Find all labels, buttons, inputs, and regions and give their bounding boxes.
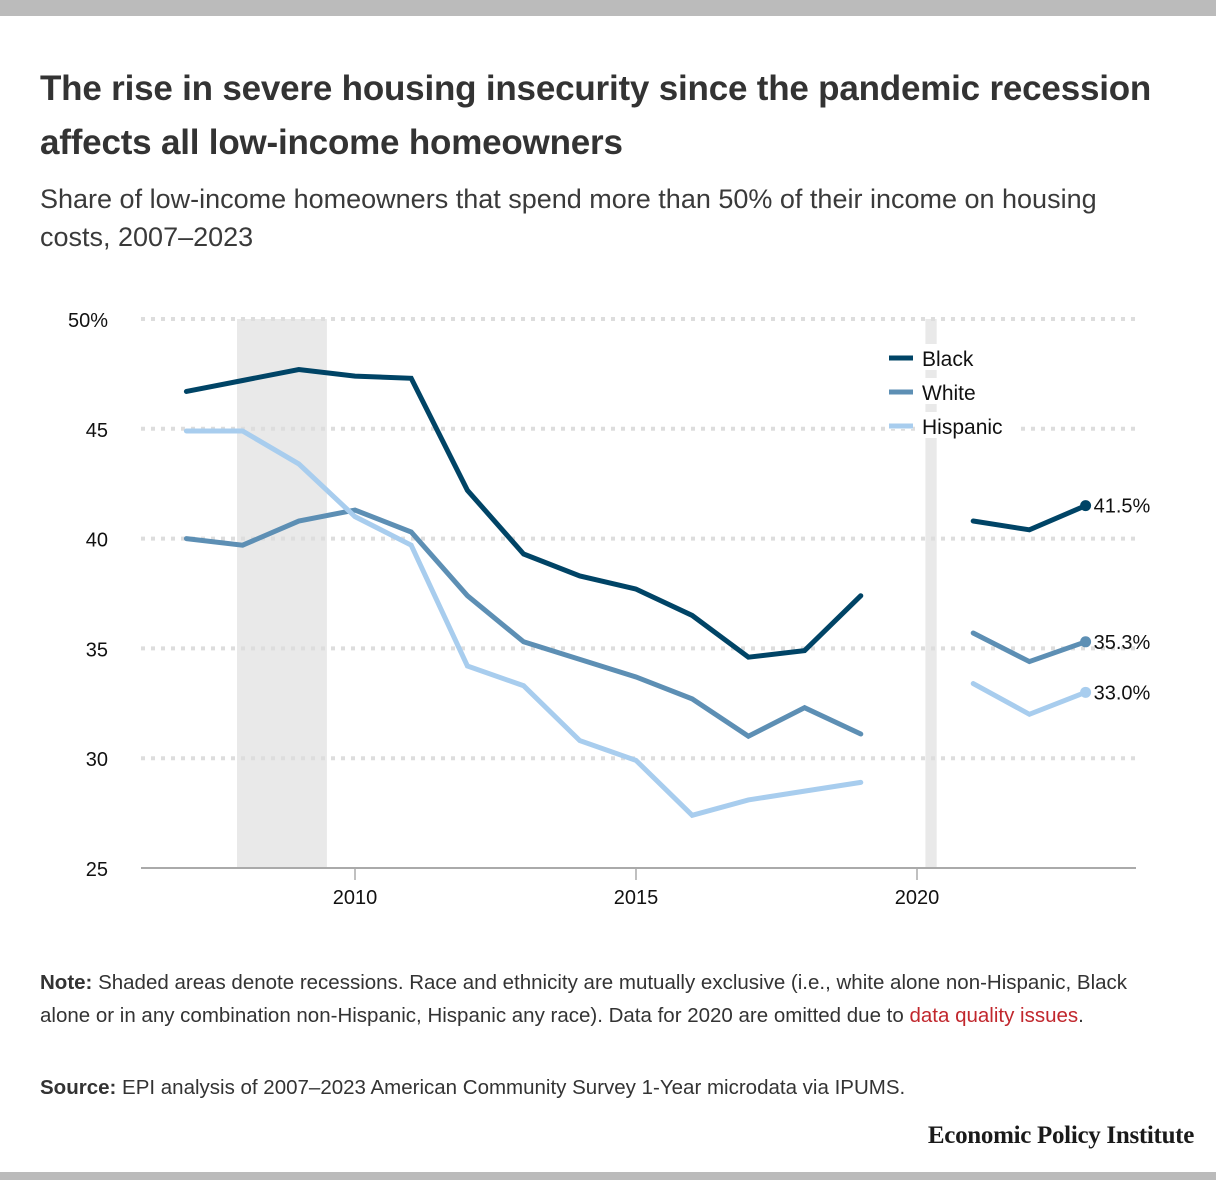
y-tick-label: 25 bbox=[86, 859, 108, 881]
x-tick-label: 2010 bbox=[333, 887, 378, 909]
series-line-hispanic bbox=[970, 681, 1089, 718]
x-tick-label: 2020 bbox=[895, 887, 940, 909]
data-quality-link[interactable]: data quality issues bbox=[909, 1004, 1079, 1027]
epi-logo: Economic Policy Institute bbox=[927, 1122, 1194, 1149]
legend: Black White Hispanic bbox=[887, 344, 1015, 439]
y-tick-label: 40 bbox=[86, 530, 108, 552]
recession-band bbox=[925, 319, 937, 868]
axes: 25 30 35 40 45 50% 2010 2015 2020 bbox=[68, 310, 1136, 909]
legend-label-white: White bbox=[922, 382, 976, 405]
y-tick-label: 45 bbox=[86, 420, 108, 442]
series-line-black bbox=[183, 366, 864, 660]
legend-label-black: Black bbox=[922, 348, 974, 371]
end-point-hispanic bbox=[1080, 686, 1092, 698]
y-tick-label: 35 bbox=[86, 639, 108, 661]
legend-swatch-black bbox=[889, 355, 913, 361]
end-label-black: 41.5% bbox=[1094, 496, 1151, 518]
source-label: Source: bbox=[40, 1076, 117, 1099]
chart-source: Source: EPI analysis of 2007–2023 Americ… bbox=[40, 1073, 1180, 1103]
legend-label-backdrop bbox=[919, 412, 1015, 438]
note-label: Note: bbox=[40, 971, 93, 994]
legend-label-backdrop bbox=[919, 344, 981, 370]
end-label-white: 35.3% bbox=[1094, 632, 1151, 654]
legend-swatch-white bbox=[889, 389, 913, 395]
series-line-black bbox=[970, 503, 1089, 533]
series-line-hispanic bbox=[183, 428, 864, 819]
series-line-white bbox=[970, 630, 1089, 665]
end-point-white bbox=[1080, 636, 1092, 648]
source-text: EPI analysis of 2007–2023 American Commu… bbox=[116, 1076, 906, 1099]
end-point-black bbox=[1080, 500, 1092, 512]
chart-title: The rise in severe housing insecurity si… bbox=[40, 69, 1152, 162]
chart-subtitle: Share of low-income homeowners that spen… bbox=[40, 184, 1097, 252]
end-labels: 41.5% 35.3% 33.0% bbox=[1080, 496, 1151, 704]
legend-label-backdrop bbox=[919, 378, 981, 404]
x-tick-label: 2015 bbox=[614, 887, 659, 909]
recession-band bbox=[236, 319, 327, 868]
line-chart: 25 30 35 40 45 50% 2010 2015 2020 Black White Hisp… bbox=[68, 310, 1151, 909]
bottom-border-bar bbox=[0, 1172, 1216, 1180]
chart-note: Note: Shaded areas denote recessions. Ra… bbox=[40, 966, 1180, 1032]
end-label-hispanic: 33.0% bbox=[1094, 682, 1151, 704]
legend-label-hispanic: Hispanic bbox=[922, 416, 1003, 439]
y-tick-label: 50% bbox=[68, 310, 108, 332]
legend-swatch-hispanic bbox=[889, 423, 913, 429]
y-tick-label: 30 bbox=[86, 749, 108, 771]
recession-bands bbox=[236, 319, 937, 868]
series-line-white bbox=[183, 507, 864, 740]
note-text: Shaded areas denote recessions. Race and… bbox=[40, 971, 1128, 1027]
note-end: . bbox=[1078, 1004, 1084, 1027]
top-border-bar bbox=[0, 0, 1216, 16]
series-lines bbox=[183, 366, 1089, 819]
